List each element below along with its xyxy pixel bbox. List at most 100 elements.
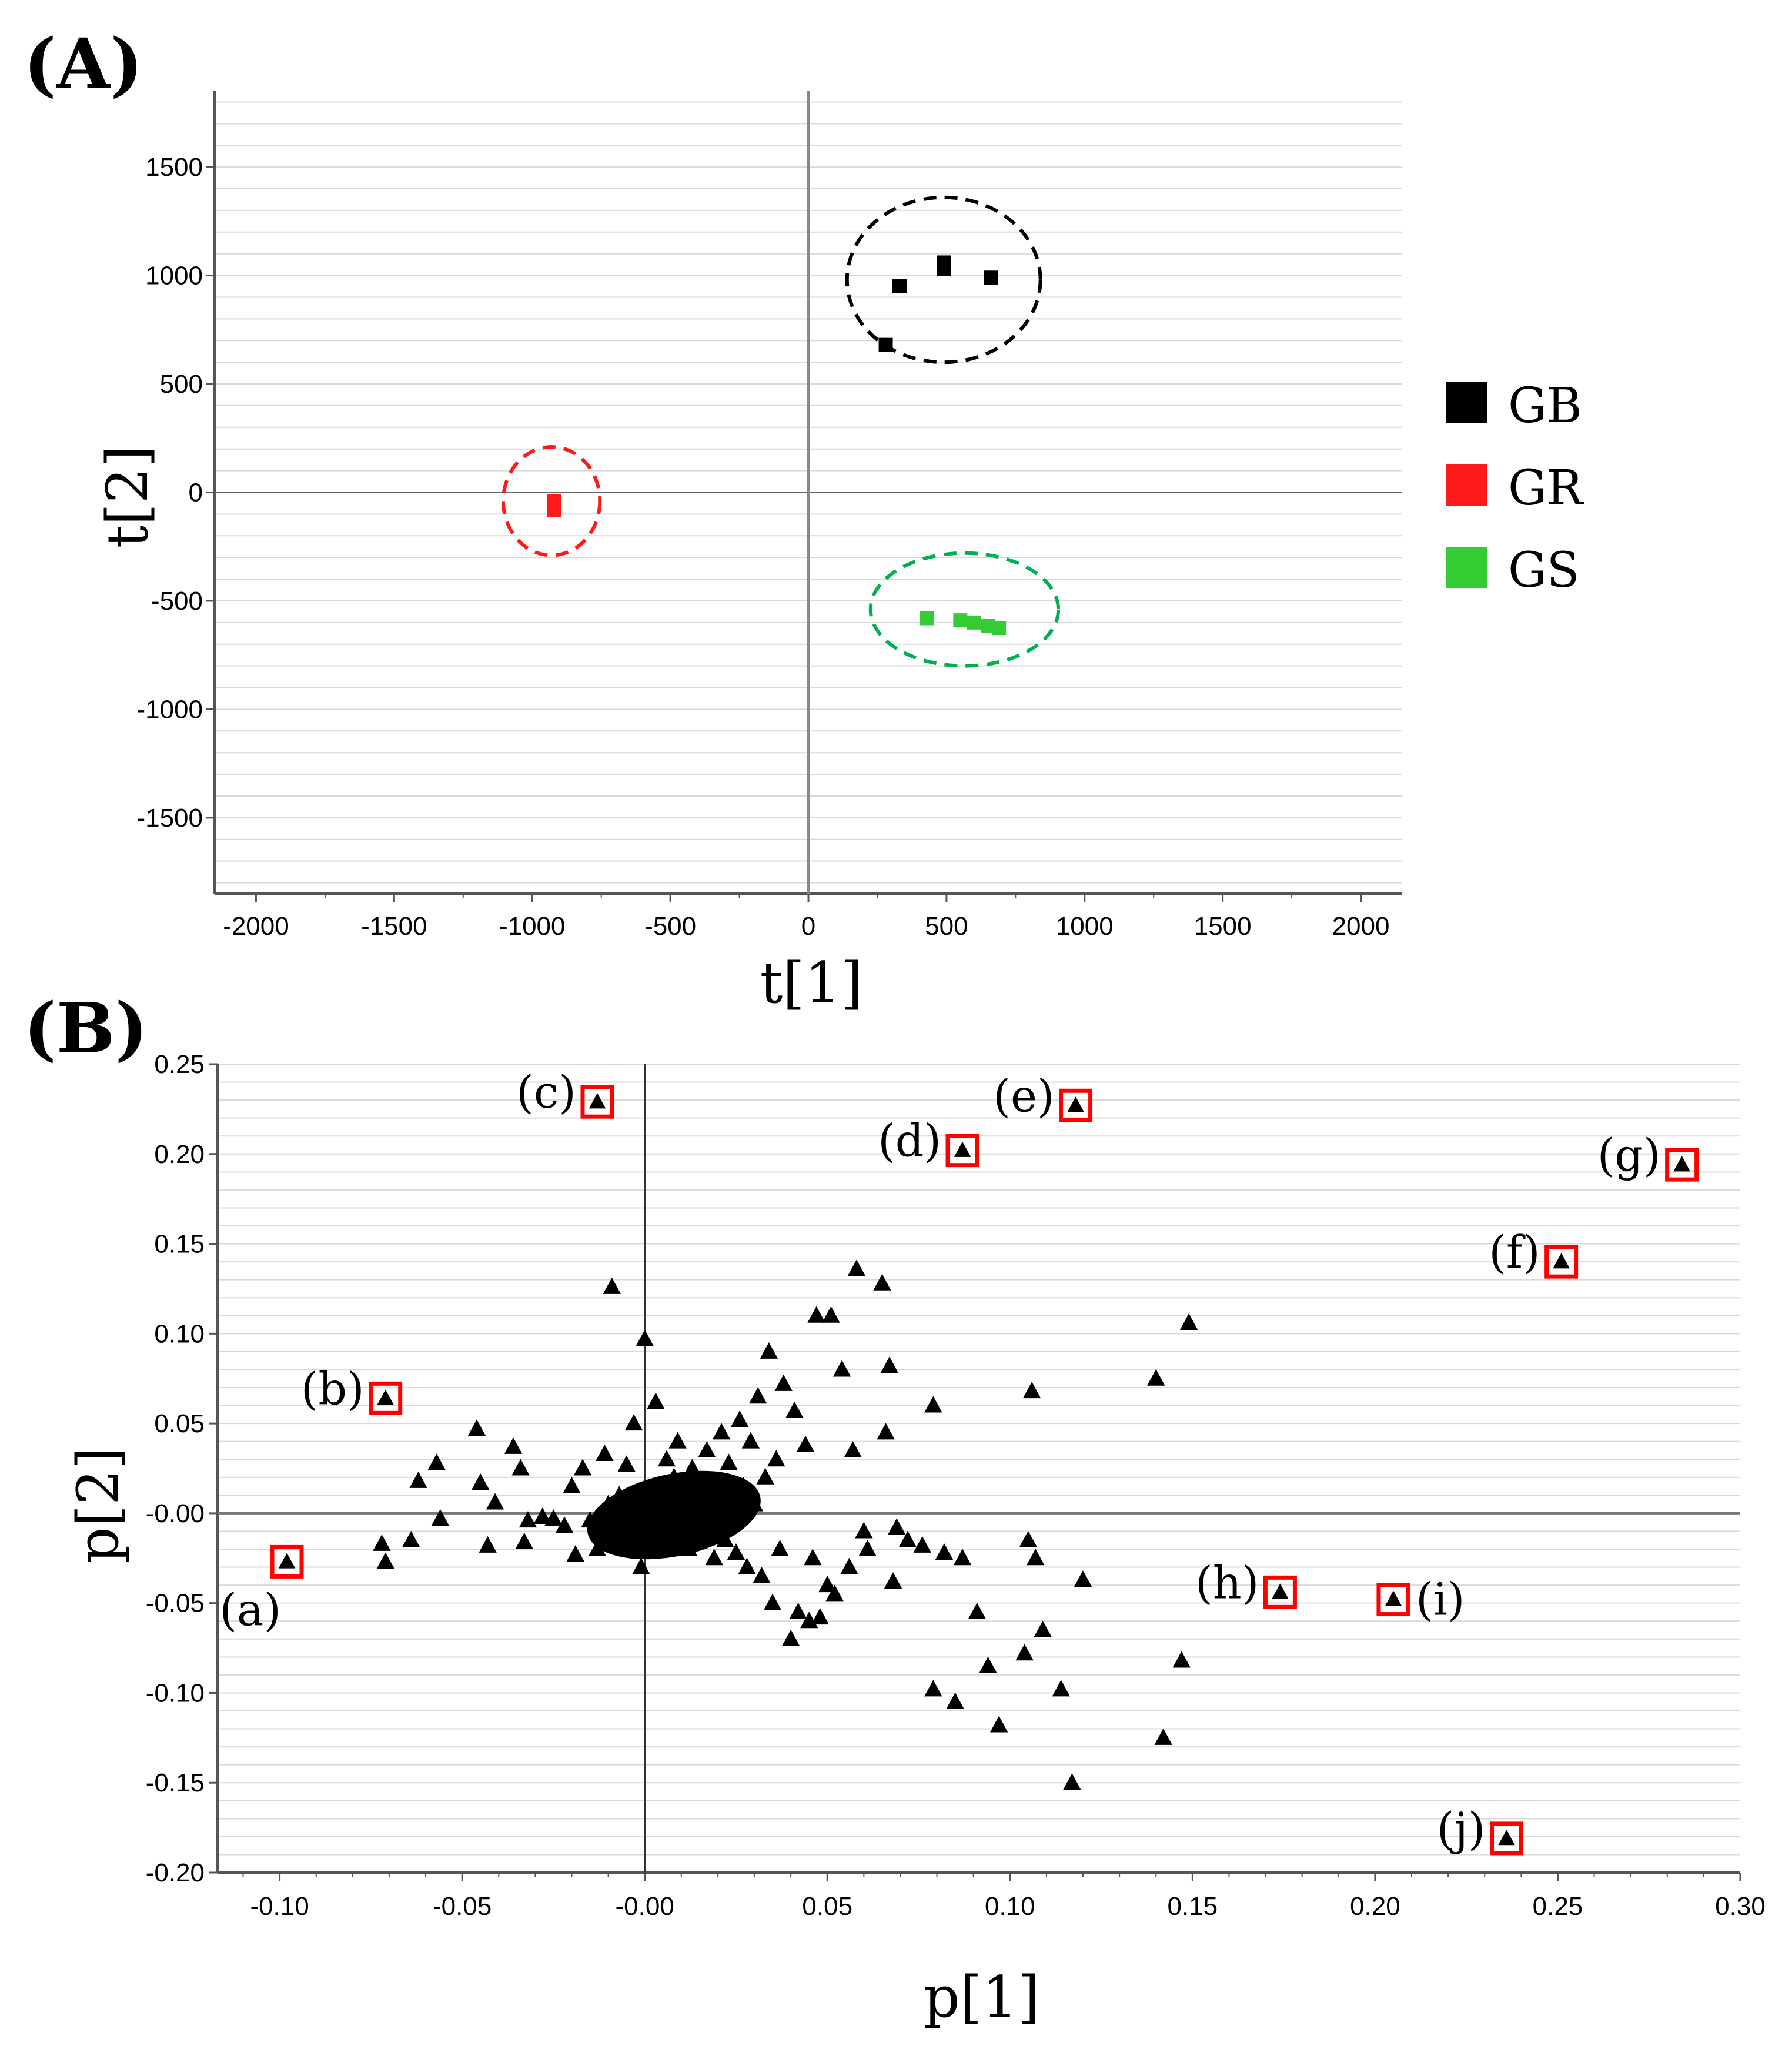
score-plot-ticks: -2000 -1500 -1000 -500 0 500 1000 1500 2000 -1500… bbox=[136, 153, 1389, 941]
highlight-point bbox=[589, 1093, 606, 1109]
highlight-box bbox=[369, 1381, 403, 1415]
loading-point bbox=[515, 1532, 533, 1549]
group-ellipse-gr bbox=[501, 445, 602, 557]
score-plot-y-title: t[2] bbox=[95, 446, 161, 549]
loading-point bbox=[566, 1545, 584, 1562]
loading-point bbox=[1027, 1549, 1045, 1566]
loading-point bbox=[617, 1455, 636, 1472]
highlight-label: (a) bbox=[219, 1583, 281, 1636]
score-x-tick-label: -500 bbox=[644, 912, 696, 941]
loading-x-tick-label: 0.10 bbox=[985, 1892, 1035, 1921]
loading-plot-y-title: p[2] bbox=[65, 1447, 131, 1563]
score-y-tick-label: -1000 bbox=[136, 695, 203, 724]
loading-point bbox=[533, 1507, 551, 1524]
loading-point bbox=[544, 1509, 563, 1526]
loading-point bbox=[409, 1471, 427, 1488]
loading-plot-ticks: -0.10 -0.05 -0.00 0.05 0.10 0.15 0.20 0.25 0.30 0… bbox=[146, 1050, 1766, 1921]
highlight-point bbox=[1498, 1829, 1515, 1846]
loading-plot-x-title: p[1] bbox=[924, 1964, 1039, 2030]
panel-a-label: (A) bbox=[24, 23, 143, 105]
highlight-box bbox=[1376, 1583, 1410, 1617]
score-point-gb bbox=[984, 270, 998, 285]
loading-point bbox=[884, 1572, 902, 1589]
loading-point bbox=[698, 1440, 716, 1457]
highlight-point bbox=[1272, 1583, 1289, 1599]
loading-point bbox=[855, 1522, 873, 1539]
loading-point bbox=[427, 1453, 446, 1470]
loading-point bbox=[712, 1423, 731, 1440]
loading-y-tick-label: 0.05 bbox=[154, 1409, 205, 1438]
loading-point bbox=[373, 1534, 391, 1551]
loading-point bbox=[924, 1396, 942, 1413]
loading-point bbox=[880, 1356, 899, 1373]
group-ellipse-gs bbox=[868, 551, 1061, 668]
loading-point bbox=[847, 1259, 866, 1276]
loading-point bbox=[979, 1656, 997, 1673]
score-y-tick-label: 500 bbox=[160, 370, 203, 399]
score-point-gs bbox=[920, 611, 934, 626]
legend-label-gb: GB bbox=[1508, 378, 1582, 434]
loading-point bbox=[657, 1450, 676, 1467]
highlight-box bbox=[270, 1544, 304, 1579]
loading-point bbox=[785, 1401, 804, 1418]
highlight-box bbox=[1263, 1575, 1297, 1609]
score-x-tick-label: -1000 bbox=[499, 912, 566, 941]
loading-point bbox=[632, 1557, 650, 1574]
loading-y-tick-label: -0.15 bbox=[146, 1768, 205, 1797]
score-plot-axes bbox=[213, 91, 1402, 895]
loading-point bbox=[647, 1392, 665, 1409]
highlight-label: (d) bbox=[878, 1115, 941, 1167]
loading-point bbox=[1034, 1620, 1052, 1637]
legend-swatch-gs bbox=[1446, 547, 1487, 588]
highlight-box bbox=[1544, 1245, 1579, 1279]
highlight-point bbox=[278, 1553, 296, 1569]
score-x-tick-label: 500 bbox=[925, 912, 968, 941]
loading-y-tick-label: -0.20 bbox=[146, 1858, 205, 1887]
highlight-box bbox=[1059, 1088, 1093, 1122]
loading-y-tick-label: -0.10 bbox=[146, 1679, 205, 1707]
loading-point bbox=[720, 1453, 738, 1470]
score-y-tick-label: -1500 bbox=[136, 804, 203, 833]
score-x-tick-label: 1500 bbox=[1194, 912, 1252, 941]
loading-point bbox=[844, 1440, 862, 1457]
loading-point bbox=[738, 1557, 756, 1574]
loading-y-tick-label: 0.15 bbox=[154, 1230, 205, 1259]
score-plot-legend: GB GR GS bbox=[1446, 378, 1584, 599]
loading-plot-highlights: (a) (b) (c) (d) (e) (f) (g) (h) (i) (j) bbox=[219, 1066, 1699, 1856]
loading-plot: -0.10 -0.05 -0.00 0.05 0.10 0.15 0.20 0.25 0.30 0… bbox=[65, 1050, 1766, 2030]
score-x-tick-label: -2000 bbox=[223, 912, 289, 941]
loading-point bbox=[1019, 1530, 1038, 1547]
loading-point bbox=[898, 1530, 917, 1547]
score-x-tick-label: 2000 bbox=[1332, 912, 1390, 941]
loading-point bbox=[913, 1536, 931, 1553]
loading-plot-gridlines bbox=[218, 1064, 1740, 1873]
highlight-label: (b) bbox=[301, 1362, 365, 1415]
loading-point bbox=[402, 1530, 420, 1547]
loading-y-tick-label: -0.00 bbox=[146, 1499, 205, 1528]
loading-point bbox=[818, 1576, 837, 1593]
loading-point bbox=[1179, 1313, 1198, 1330]
loading-point bbox=[953, 1549, 972, 1566]
loading-point bbox=[555, 1516, 574, 1533]
score-y-tick-label: -500 bbox=[151, 587, 203, 616]
loading-point bbox=[935, 1543, 954, 1560]
loading-point bbox=[624, 1414, 643, 1431]
legend-label-gr: GR bbox=[1508, 460, 1584, 516]
loading-x-tick-label: 0.05 bbox=[802, 1892, 852, 1921]
loading-point bbox=[833, 1360, 851, 1377]
loading-point bbox=[471, 1473, 490, 1490]
loading-point bbox=[774, 1374, 793, 1391]
loading-point bbox=[486, 1493, 504, 1510]
loading-point bbox=[858, 1540, 877, 1556]
loading-point bbox=[873, 1273, 891, 1291]
loading-point bbox=[968, 1602, 987, 1619]
legend-label-gs: GS bbox=[1508, 543, 1580, 599]
score-point-gb bbox=[937, 262, 951, 276]
loading-point bbox=[1147, 1369, 1165, 1386]
loading-point bbox=[479, 1536, 497, 1553]
loading-point bbox=[431, 1509, 450, 1526]
loading-y-tick-label: 0.10 bbox=[154, 1319, 205, 1348]
loading-y-tick-label: 0.20 bbox=[154, 1140, 205, 1169]
highlight-box bbox=[1665, 1148, 1699, 1182]
